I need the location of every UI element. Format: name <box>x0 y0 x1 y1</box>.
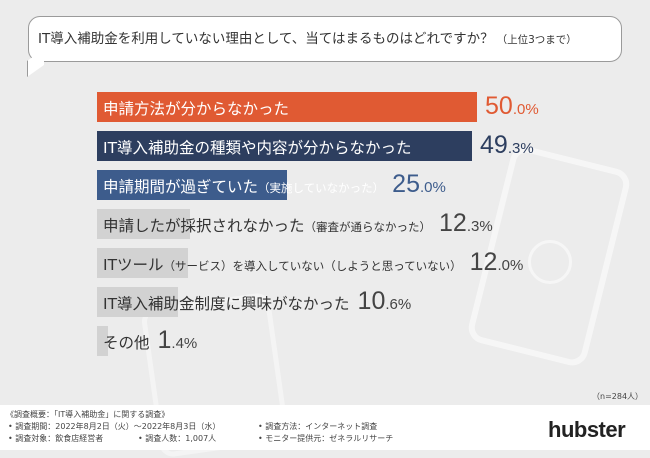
survey-method: • 調査方法：インターネット調査 <box>258 422 378 431</box>
bar-value-integer: 50 <box>485 92 513 120</box>
bar-value-decimal: .6% <box>385 296 412 313</box>
bar-label-main: IT導入補助金制度に興味がなかった <box>103 295 350 313</box>
bar-value-integer: 49 <box>480 131 508 159</box>
bar-value: 25.0% <box>392 170 446 199</box>
sample-size-note: （n=284人） <box>592 392 644 401</box>
bar-label-sub: （実施していなかった） <box>258 181 385 195</box>
bar-value: 49.3% <box>480 131 534 160</box>
bar-value-decimal: .0% <box>512 101 539 118</box>
bar-value-decimal: .0% <box>497 257 524 274</box>
bar-value-integer: 25 <box>392 170 420 198</box>
bar-label: 申請したが採択されなかった（審査が通らなかった） <box>103 214 431 236</box>
bar-value: 50.0% <box>485 92 539 121</box>
bar-label: 申請方法が分からなかった <box>103 97 289 119</box>
survey-provider: • モニター提供元：ゼネラルリサーチ <box>258 434 394 443</box>
question-main: IT導入補助金を利用していない理由として、当てはまるものはどれですか？ <box>38 31 494 47</box>
bar-label-main: 申請したが採択されなかった <box>103 217 305 235</box>
bar <box>97 92 477 122</box>
bar-value-decimal: .0% <box>419 179 446 196</box>
bar-value: 12.0% <box>470 248 524 277</box>
question-box <box>28 16 622 62</box>
bar-label-sub: （サービス）を導入していない（しようと思っていない） <box>163 259 462 273</box>
bar <box>97 209 190 239</box>
bar-value-decimal: .4% <box>171 335 198 352</box>
bar-label: ITツール（サービス）を導入していない（しようと思っていない） <box>103 253 462 275</box>
bar-value-integer: 1 <box>157 326 172 354</box>
footer: 《調査概要：「IT導入補助金」に関する調査》 • 調査期間：2022年8月2日（… <box>0 405 650 450</box>
bar-value: 1.4% <box>158 326 198 355</box>
bar-label-main: 申請期間が過ぎていた <box>103 178 259 196</box>
question-text: IT導入補助金を利用していない理由として、当てはまるものはどれですか？ （上位3つ… <box>38 18 577 60</box>
bar-value-decimal: .3% <box>466 218 493 235</box>
brand-logo: hubster <box>548 417 626 442</box>
bar-value: 12.3% <box>439 209 493 238</box>
bar-label: 申請期間が過ぎていた（実施していなかった） <box>103 175 384 197</box>
bar-value: 10.6% <box>358 287 412 316</box>
bar <box>97 248 188 278</box>
question-note: （上位3つまで） <box>496 34 577 46</box>
bar <box>97 170 287 200</box>
bar <box>97 131 472 161</box>
bar <box>97 326 108 356</box>
bar-label-main: 申請方法が分からなかった <box>103 100 290 118</box>
bar-label: IT導入補助金制度に興味がなかった <box>103 292 350 314</box>
bar-label-main: ITツール <box>103 256 164 274</box>
bar-value-integer: 10 <box>357 287 386 315</box>
bar-label-main: IT導入補助金の種類や内容が分からなかった <box>103 139 412 157</box>
survey-overview-title: 《調査概要：「IT導入補助金」に関する調査》 <box>6 410 170 419</box>
bar-label: IT導入補助金の種類や内容が分からなかった <box>103 136 412 158</box>
bar-label-main: その他 <box>103 334 150 352</box>
bar <box>97 287 178 317</box>
survey-target: • 調査対象：飲食店経営者 <box>8 434 104 443</box>
bar-value-decimal: .3% <box>507 140 534 157</box>
survey-count: • 調査人数：1,007人 <box>138 434 217 443</box>
bar-label: その他 <box>103 331 150 353</box>
bar-value-integer: 12 <box>439 209 467 237</box>
survey-period: • 調査期間：2022年8月2日（火）～2022年8月3日（水） <box>8 422 221 431</box>
check-circle-icon <box>528 240 572 284</box>
bar-value-integer: 12 <box>469 248 498 276</box>
bar-label-sub: （審査が通らなかった） <box>304 220 432 234</box>
